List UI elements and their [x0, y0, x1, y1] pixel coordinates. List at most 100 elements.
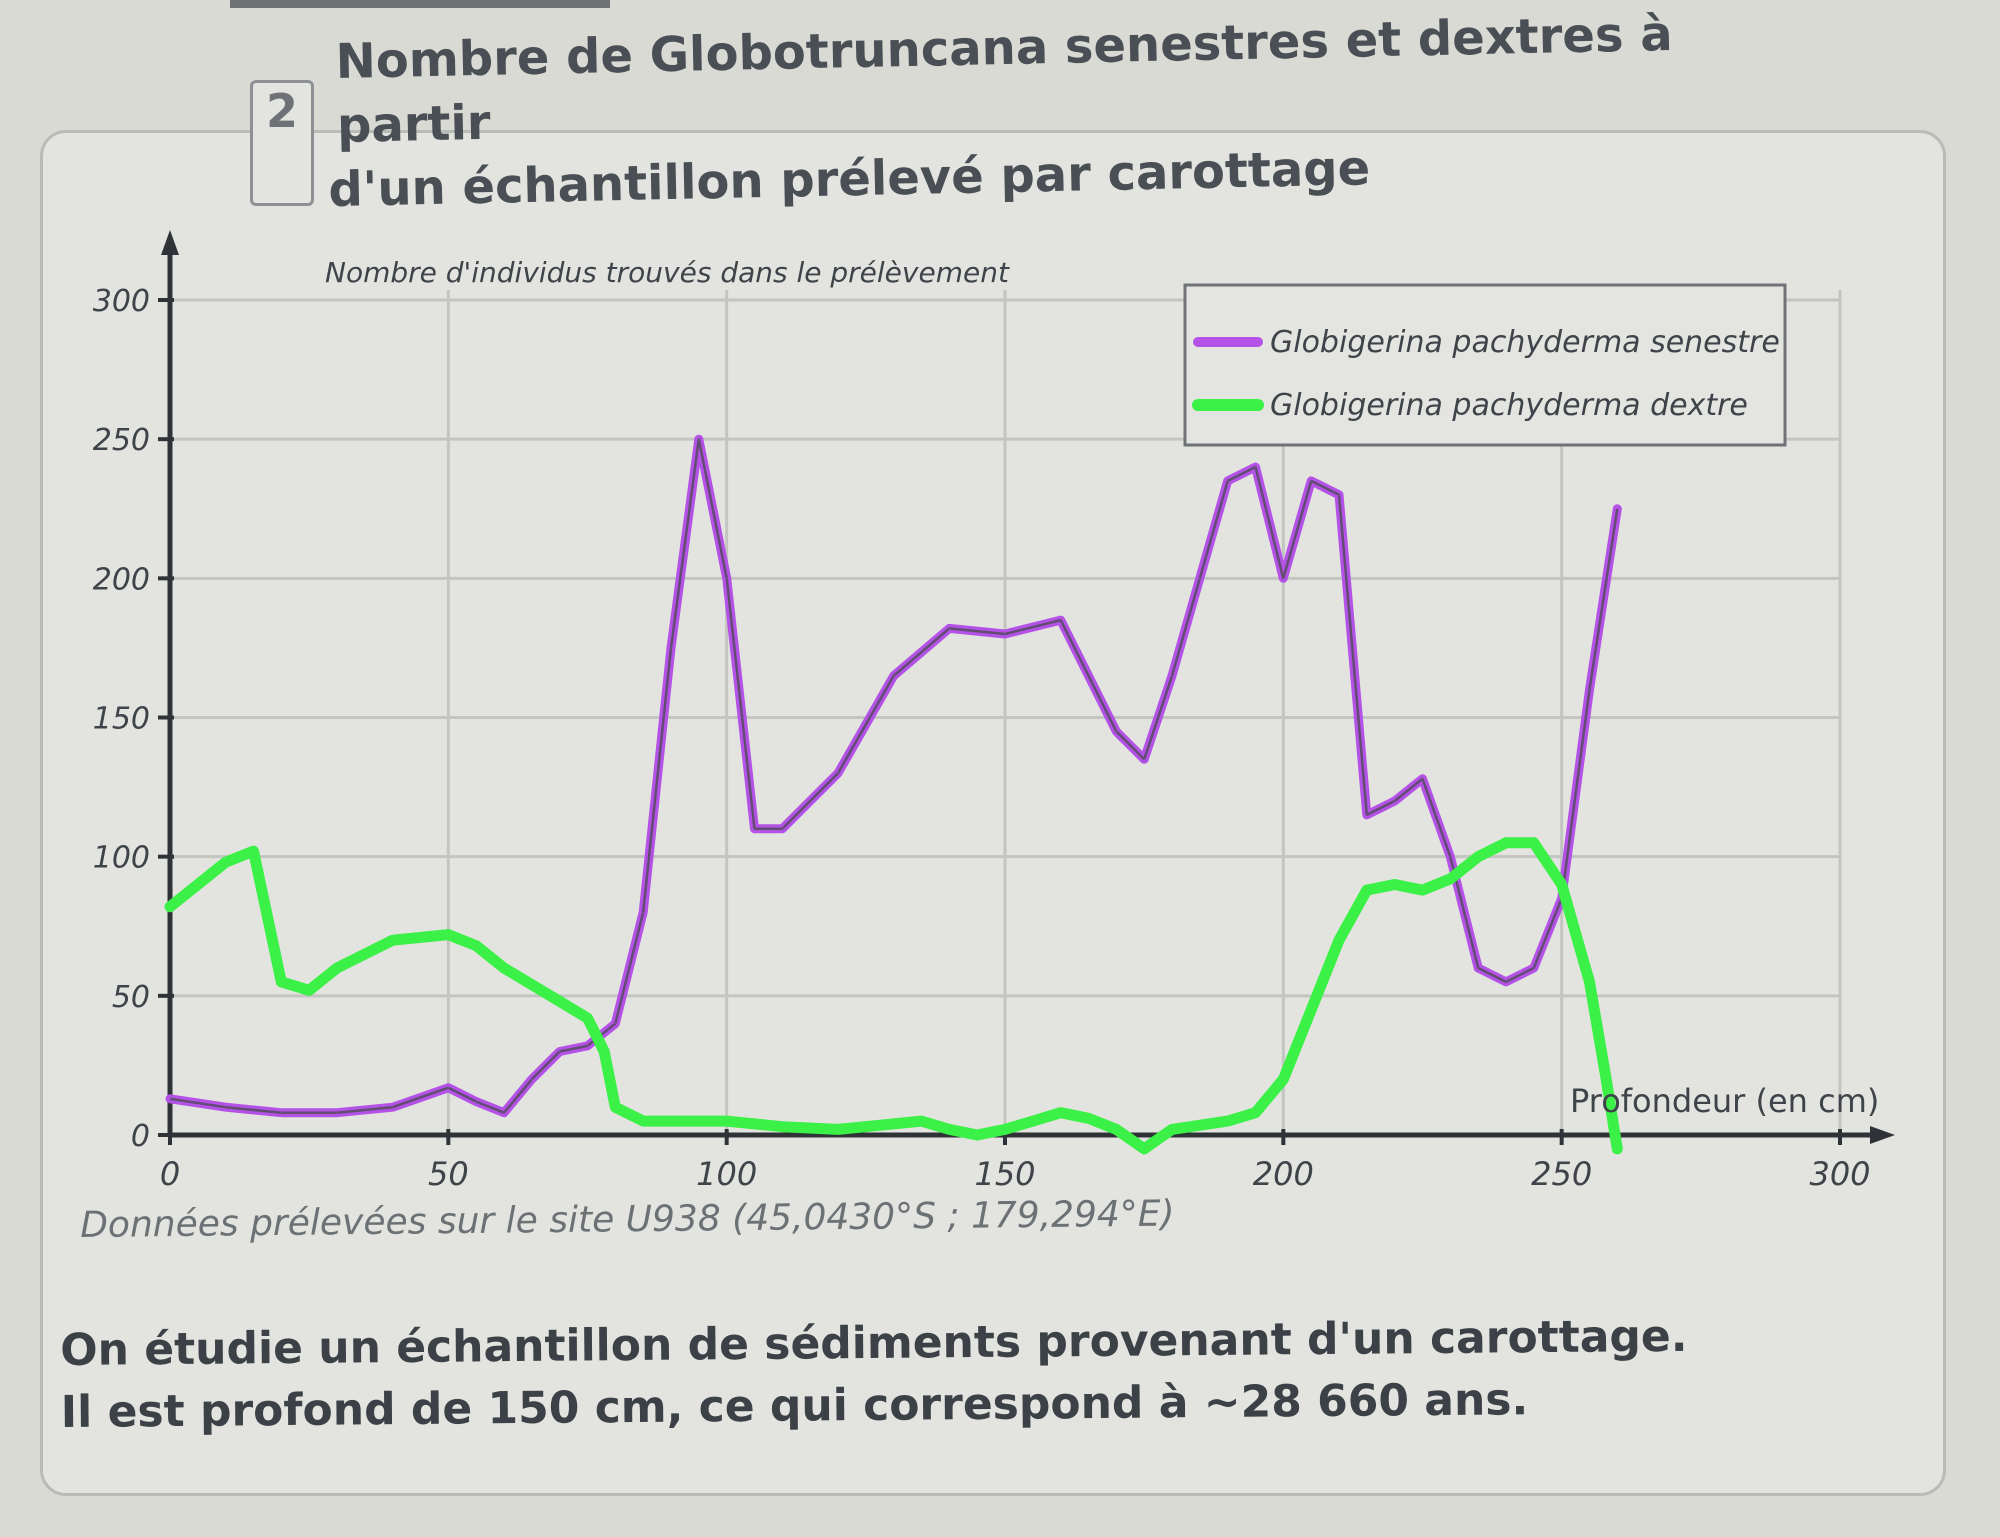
data-point-senestre: [1115, 730, 1117, 732]
y-axis-label: Nombre d'individus trouvés dans le prélè…: [325, 256, 1010, 289]
x-tick-label: 150: [974, 1155, 1035, 1193]
data-point-dextre: [1032, 1120, 1034, 1122]
data-point-dextre: [1338, 939, 1340, 941]
data-point-dextre: [1115, 1128, 1117, 1130]
data-point-senestre: [1143, 758, 1145, 760]
legend-label-senestre: Globigerina pachyderma senestre: [1270, 325, 1780, 360]
y-tick-label: 300: [93, 284, 150, 319]
data-point-dextre: [1422, 889, 1423, 891]
data-point-dextre: [587, 1017, 588, 1019]
data-point-dextre: [1505, 842, 1507, 844]
data-point-senestre: [531, 1078, 533, 1080]
data-point-senestre: [336, 1112, 338, 1114]
figure-number-badge: 2: [250, 80, 314, 206]
data-point-dextre: [253, 850, 254, 852]
data-point-senestre: [225, 1106, 227, 1108]
data-point-dextre: [503, 967, 505, 969]
data-point-dextre: [603, 1051, 605, 1052]
caption-text: On étudie un échantillon de sédiments pr…: [60, 1305, 1761, 1444]
data-point-dextre: [1589, 981, 1590, 983]
data-point-dextre: [225, 861, 227, 863]
series-line-senestre: [165, 434, 1622, 1118]
data-point-senestre: [781, 828, 783, 830]
data-point-dextre: [781, 1126, 783, 1128]
data-point-dextre: [1533, 842, 1535, 844]
y-tick-label: 250: [93, 423, 150, 458]
x-tick-label: 50: [428, 1155, 469, 1193]
data-point-senestre: [698, 438, 700, 440]
data-point-senestre: [1282, 577, 1284, 579]
data-point-senestre: [392, 1106, 394, 1108]
data-point-dextre: [559, 1000, 561, 1002]
data-point-dextre: [948, 1128, 950, 1130]
data-point-senestre: [1449, 856, 1451, 858]
data-point-dextre: [1310, 1009, 1312, 1011]
series-line-senestre-print: [169, 437, 1619, 1114]
legend-box: [1183, 283, 1787, 447]
data-point-dextre: [1561, 884, 1563, 885]
data-point-senestre: [948, 627, 950, 629]
data-point-senestre: [1366, 814, 1368, 816]
series-line-dextre: [164, 837, 1623, 1155]
data-point-dextre: [475, 945, 477, 947]
y-tick-label: 150: [93, 702, 150, 737]
data-point-senestre: [837, 772, 839, 774]
data-point-senestre: [893, 675, 895, 677]
data-point-senestre: [1394, 800, 1396, 802]
data-point-senestre: [1616, 508, 1618, 510]
data-point-dextre: [1282, 1078, 1284, 1080]
data-point-dextre: [1394, 884, 1396, 885]
data-point-dextre: [308, 989, 310, 991]
data-point-dextre: [976, 1134, 978, 1136]
x-tick-label: 200: [1253, 1155, 1314, 1193]
legend-label-dextre: Globigerina pachyderma dextre: [1270, 388, 1748, 423]
data-point-senestre: [475, 1101, 477, 1103]
top-edge-strip: [230, 0, 610, 8]
data-point-senestre: [1199, 577, 1201, 579]
data-point-senestre: [1004, 633, 1006, 635]
data-point-senestre: [447, 1087, 449, 1089]
data-point-dextre: [1255, 1112, 1256, 1114]
x-axis-label: Profondeur (en cm): [1570, 1082, 1879, 1120]
data-point-senestre: [503, 1112, 505, 1114]
data-point-dextre: [1616, 1148, 1618, 1150]
data-point-dextre: [670, 1120, 672, 1122]
data-point-dextre: [837, 1128, 839, 1130]
data-point-senestre: [1310, 480, 1312, 482]
figure-number: 2: [265, 84, 298, 138]
data-point-senestre: [754, 828, 755, 830]
data-point-senestre: [1505, 981, 1507, 983]
x-tick-label: 300: [1809, 1155, 1870, 1193]
data-point-dextre: [1227, 1120, 1229, 1122]
data-point-senestre: [1589, 689, 1590, 691]
x-tick-label: 100: [696, 1155, 757, 1193]
data-point-senestre: [670, 647, 672, 649]
data-point-dextre: [336, 967, 338, 969]
data-point-dextre: [1366, 889, 1368, 891]
data-point-senestre: [1338, 494, 1340, 496]
data-point-dextre: [614, 1106, 616, 1108]
data-point-senestre: [1255, 466, 1256, 468]
data-point-senestre: [1171, 675, 1173, 677]
data-point-dextre: [642, 1120, 644, 1122]
data-point-dextre: [1605, 1078, 1607, 1080]
data-point-dextre: [392, 939, 394, 941]
y-axis-arrow: [161, 230, 179, 255]
x-axis-arrow: [1870, 1126, 1895, 1144]
data-point-senestre: [1060, 619, 1062, 621]
x-tick-label: 0: [160, 1155, 180, 1193]
data-point-senestre: [587, 1045, 588, 1047]
data-point-senestre: [1227, 480, 1229, 482]
x-tick-label: 250: [1531, 1155, 1592, 1193]
data-point-dextre: [893, 1123, 895, 1125]
data-point-senestre: [1533, 967, 1535, 969]
data-point-senestre: [280, 1112, 282, 1114]
data-point-dextre: [280, 981, 282, 983]
data-point-dextre: [1449, 878, 1451, 880]
data-point-senestre: [169, 1098, 171, 1100]
data-point-dextre: [921, 1120, 922, 1122]
data-point-senestre: [614, 1023, 616, 1025]
data-point-senestre: [642, 911, 644, 913]
